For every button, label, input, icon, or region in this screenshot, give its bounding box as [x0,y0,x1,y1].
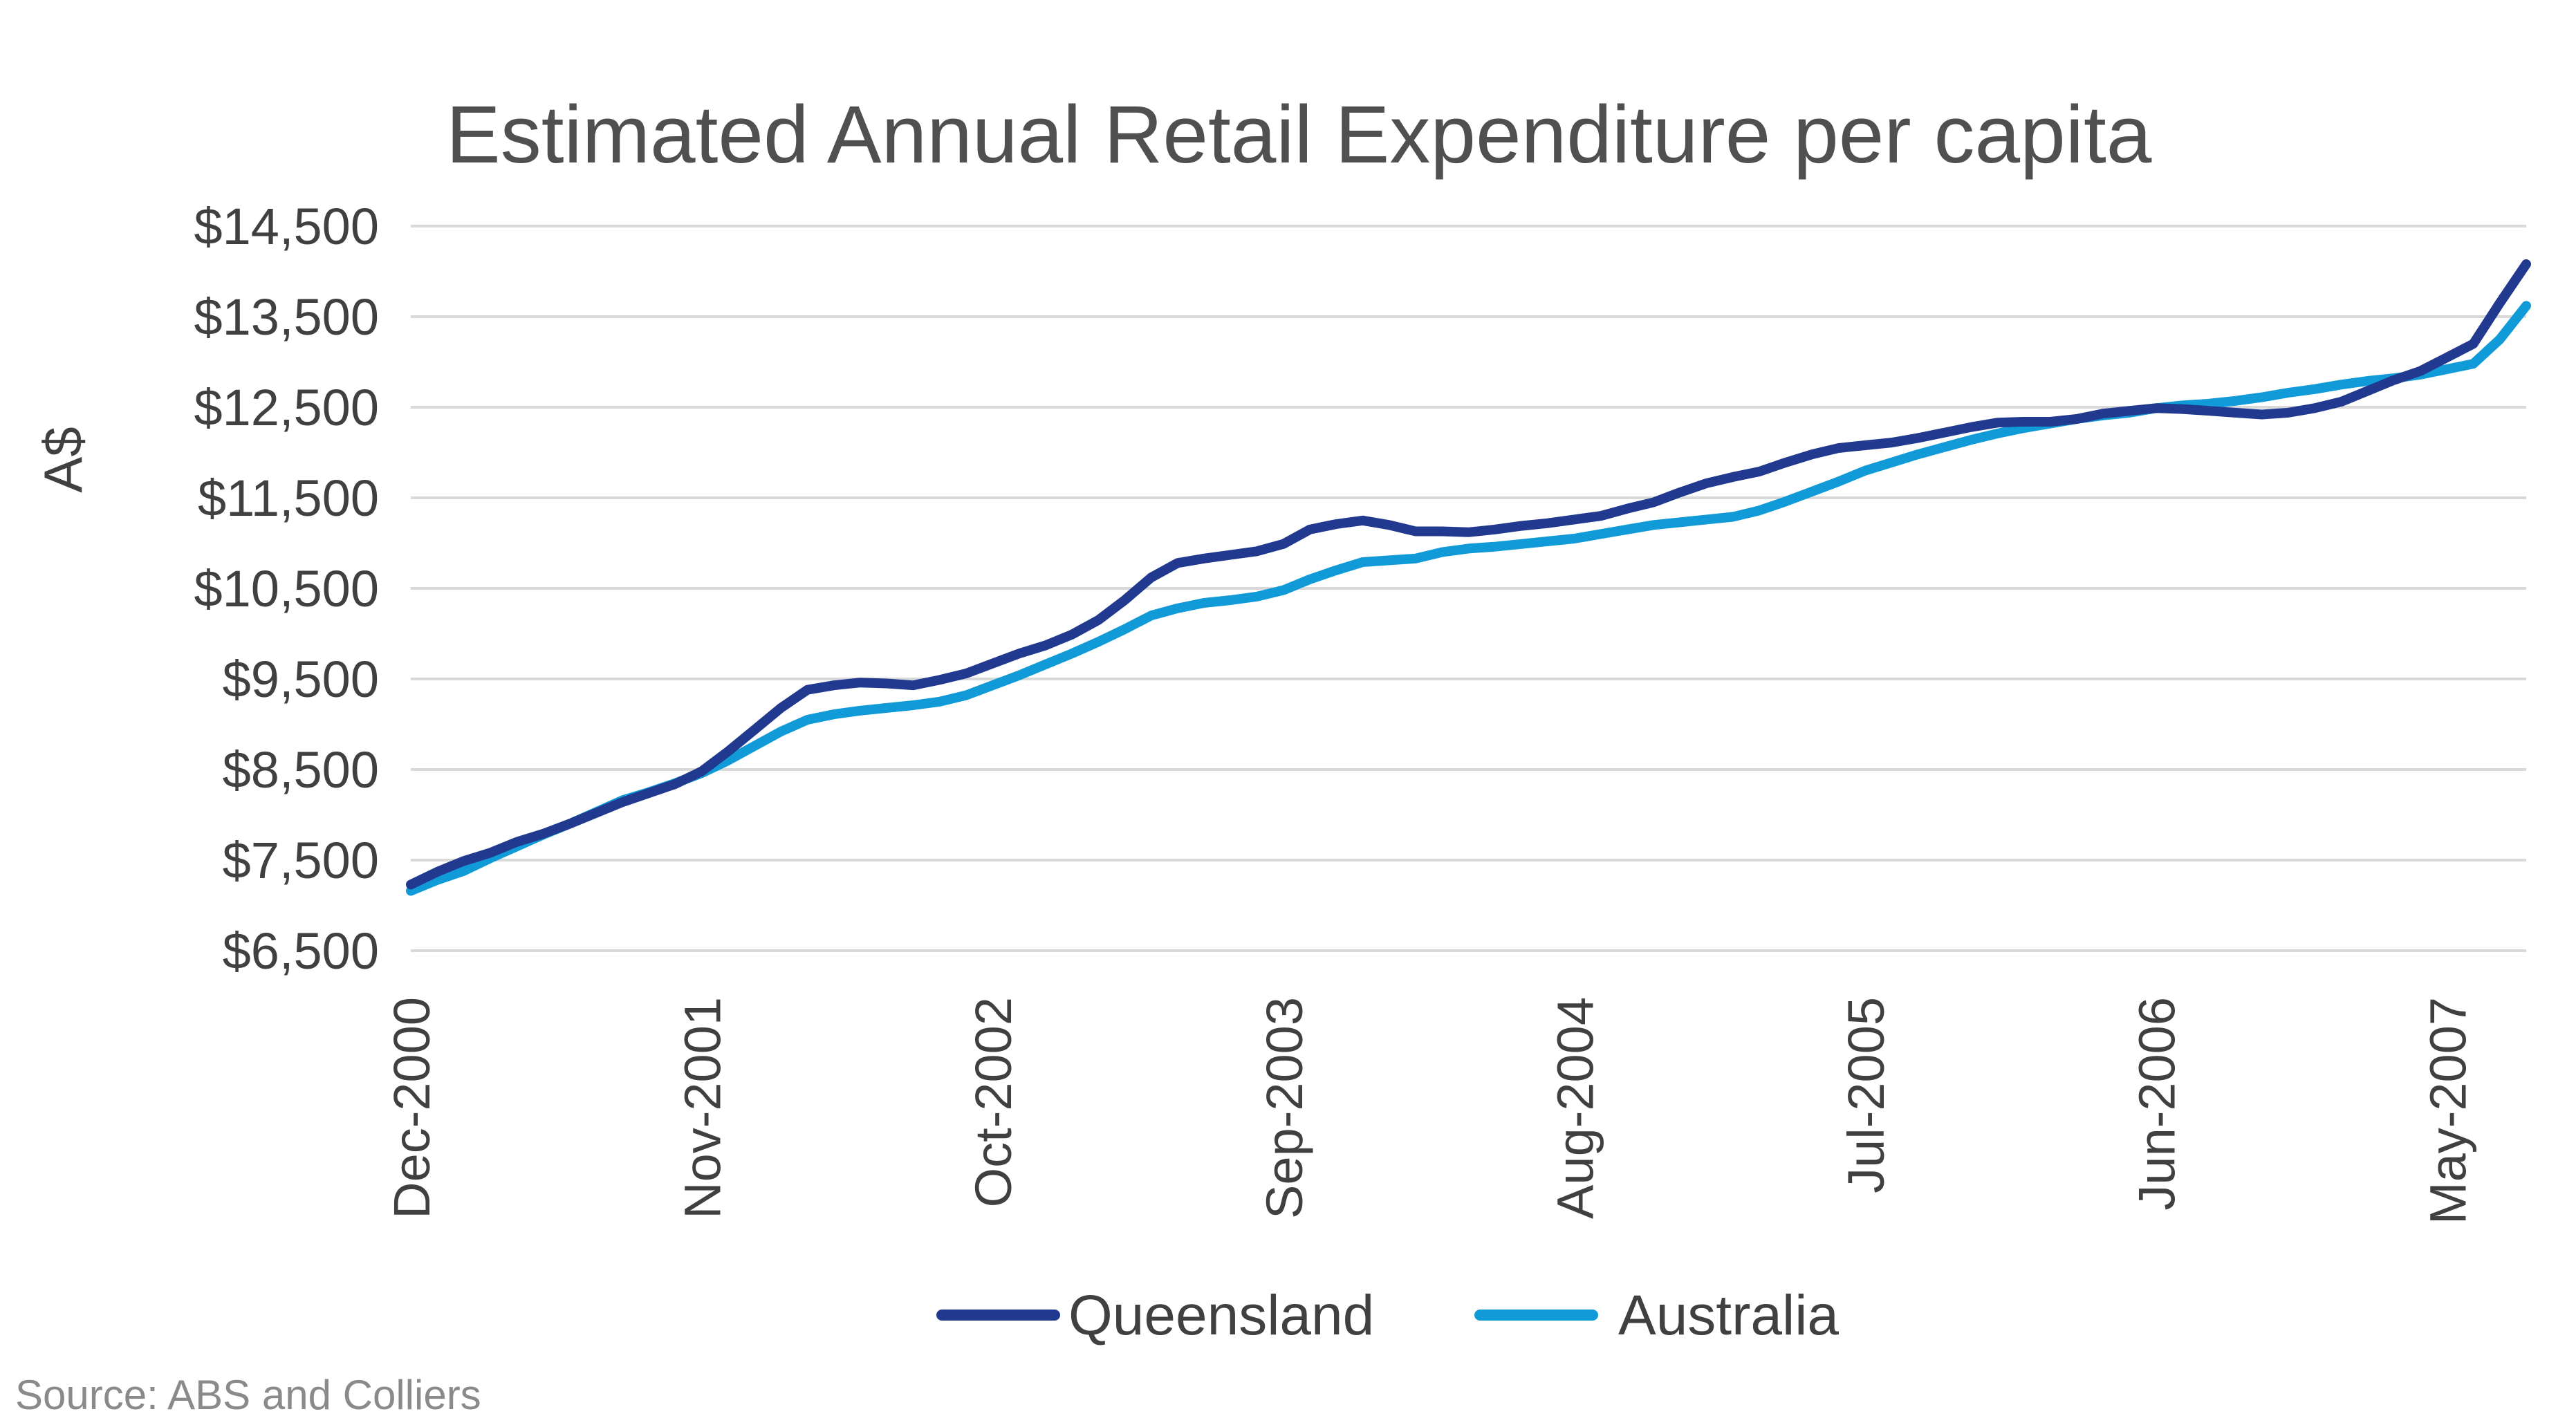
legend: Queensland Australia [936,1284,1839,1347]
series-line-queensland [406,259,2531,890]
x-tick-label: Oct-2002 [965,997,1022,1207]
y-tick-label: $11,500 [198,469,379,527]
x-tick-label: May-2007 [2419,997,2476,1224]
gridlines [411,225,2526,952]
x-tick-label: Dec-2000 [383,997,441,1219]
y-tick-label: $6,500 [223,922,379,980]
legend-label-queensland: Queensland [1068,1284,1374,1347]
x-tick-label: Nov-2001 [674,997,732,1219]
legend-label-australia: Australia [1618,1284,1839,1347]
series-lines [406,259,2531,896]
y-tick-label: $7,500 [223,832,379,889]
y-tick-label: $9,500 [223,651,379,708]
x-tick-label: Jul-2005 [1837,997,1895,1193]
y-axis-label: A$ [33,427,93,492]
source-note: Source: ABS and Colliers [15,1372,481,1416]
y-axis-ticks: $6,500 $7,500 $8,500 $9,500 $10,500 $11,500 $1… [194,198,380,980]
y-tick-label: $10,500 [194,560,380,617]
series-line-australia [406,301,2531,896]
y-tick-label: $14,500 [194,198,380,255]
chart-title: Estimated Annual Retail Expenditure per … [446,89,2152,180]
x-tick-label: Jun-2006 [2129,997,2186,1211]
y-tick-label: $13,500 [194,288,380,346]
x-tick-label: Aug-2004 [1546,997,1604,1219]
x-axis-ticks: Dec-2000 Nov-2001 Oct-2002 Sep-2003 Aug-2004… [383,997,2476,1224]
y-tick-label: $8,500 [223,741,379,799]
x-tick-label: Sep-2003 [1256,997,1313,1219]
y-tick-label: $12,500 [194,379,380,436]
